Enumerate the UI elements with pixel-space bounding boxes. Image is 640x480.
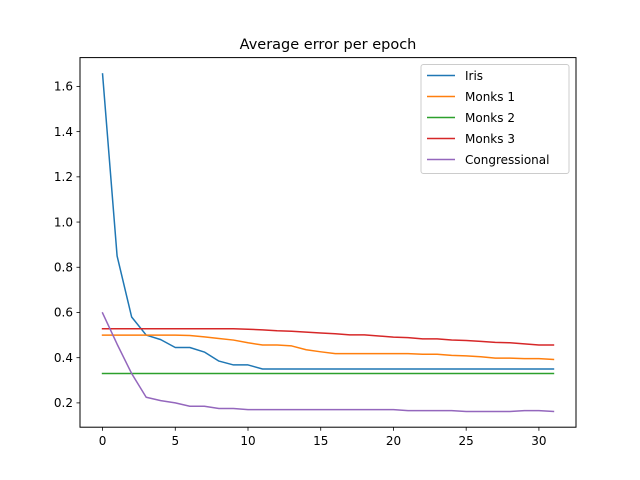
y-axis-ticks: 0.2 0.4 0.6 0.8 1.0 1.2 1.4 1.6: [54, 80, 80, 410]
y-tick-label: 0.6: [54, 306, 73, 320]
series-line-congressional: [101, 311, 555, 413]
legend-label: Monks 3: [465, 132, 515, 146]
x-axis-ticks: 0 5 10 15 20 25 30: [99, 427, 547, 448]
y-tick-label: 0.4: [54, 351, 73, 365]
series-layer: [101, 73, 555, 413]
legend-label: Iris: [465, 69, 483, 83]
y-tick-label: 1.0: [54, 215, 73, 229]
y-tick-label: 1.4: [54, 125, 73, 139]
x-tick-label: 15: [313, 434, 328, 448]
legend-label: Monks 1: [465, 90, 515, 104]
plot-frame: [79, 57, 577, 428]
legend-label: Monks 2: [465, 111, 515, 125]
legend-label: Congressional: [465, 153, 549, 167]
legend: Iris Monks 1 Monks 2 Monks 3 Congressional: [420, 64, 570, 174]
x-tick-label: 5: [171, 434, 179, 448]
x-tick-label: 0: [99, 434, 107, 448]
y-tick-label: 1.2: [54, 170, 73, 184]
y-tick-label: 1.6: [54, 80, 73, 94]
x-tick-label: 10: [240, 434, 255, 448]
y-tick-label: 0.8: [54, 260, 73, 274]
chart-title: Average error per epoch: [240, 37, 417, 53]
x-tick-label: 30: [531, 434, 546, 448]
y-tick-label: 0.2: [54, 396, 73, 410]
series-line-iris: [101, 73, 555, 370]
series-line-monks-3: [101, 328, 555, 346]
x-tick-label: 20: [386, 434, 401, 448]
x-tick-label: 25: [459, 434, 474, 448]
series-line-monks-1: [101, 334, 555, 361]
legend-box: [420, 64, 570, 174]
